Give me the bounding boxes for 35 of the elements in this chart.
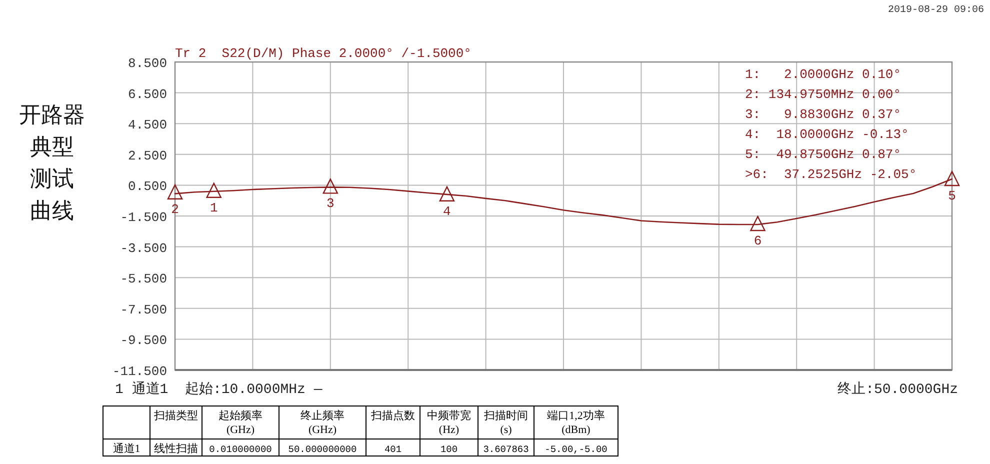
y-tick-label: 6.500 [128,86,167,102]
annotation: 4: 18.0000GHz -0.13° [745,127,909,142]
annotation: >6: 37.2525GHz -2.05° [745,167,917,182]
annotation: 1: 2.0000GHz 0.10° [745,67,902,82]
y-tick-label: -9.500 [120,333,167,348]
point [439,186,455,202]
point [206,182,222,198]
annotation: 5: 49.8750GHz 0.87° [745,147,902,162]
y-tick-label: 4.500 [128,118,167,133]
table: 扫描类型 起始频率 (GHz) 终止频率 (GHz) 扫描点数 中频带宽 (Hz) 扫描时间 (s) 端口1,2功率 (dBm) 通道1 线性扫描 0.010000000 50.000000000 401 100 3.607863 -5.00,-5.00 [102,406,618,456]
text: 2019-08-29 09:06 [888,5,984,16]
y-tick-label: -7.500 [120,302,167,318]
point [167,184,183,200]
annotation: 2: 134.9750MHz 0.00° [745,87,902,102]
annotation: 3 [326,196,334,212]
annotation: 3: 9.8830GHz 0.37° [745,107,902,122]
y-tick-label: 2.500 [128,148,167,164]
annotation: 5 [948,188,956,204]
chart-subtitle: Tr 2 S22(D/M) Phase 2.0000° /-1.5000° [175,46,472,61]
y-tick-label: 0.500 [128,179,167,194]
y-tick-label: -1.500 [120,210,167,225]
text: 终止:50.0000GHz [838,381,958,398]
annotation: 4 [443,204,452,219]
y-tick-label: -5.500 [120,272,167,287]
annotation: 2 [171,202,179,217]
y-tick-label: -3.500 [120,240,167,256]
point [944,170,960,186]
text: 1 通道1 起始:10.0000MHz — [115,381,323,398]
y-tick-label: -11.500 [112,364,167,379]
annotation: 1 [210,200,218,216]
text: 开路器典型测试曲线 [19,102,85,223]
point [322,178,338,194]
y-tick-label: 8.500 [128,56,167,71]
point [750,216,766,232]
annotation: 6 [754,233,762,248]
